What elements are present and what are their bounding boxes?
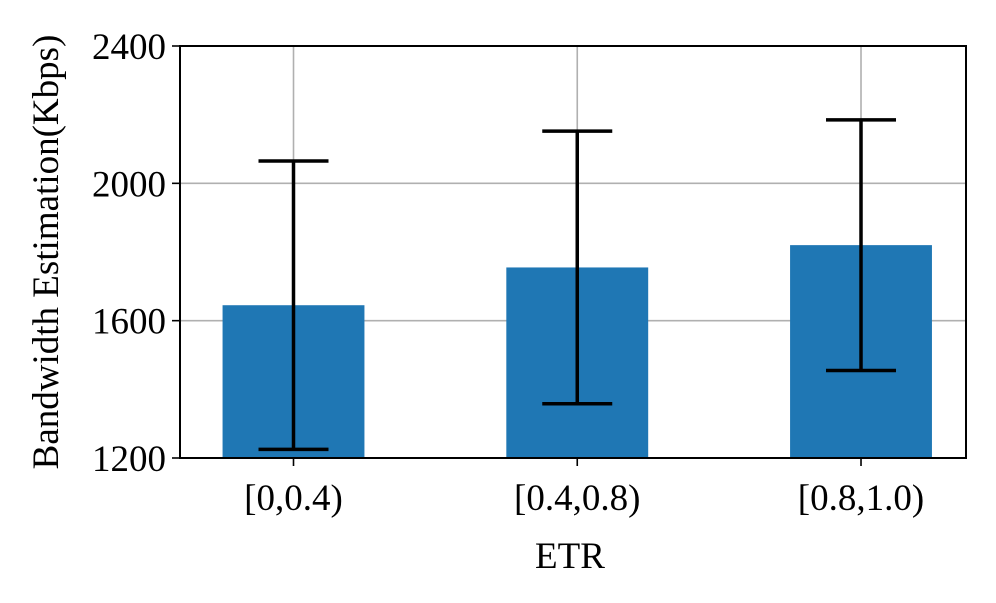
error-bar [258, 159, 329, 452]
x-axis-label: ETR [535, 536, 605, 577]
error-bar [826, 118, 897, 373]
y-tick-label: 2000 [92, 164, 166, 205]
x-tick-label: [0,0.4) [244, 478, 343, 519]
y-axis-label: Bandwidth Estimation(Kbps) [26, 35, 67, 470]
y-tick-label: 1200 [92, 439, 166, 480]
y-tick-label: 2400 [92, 27, 166, 68]
error-bar [542, 129, 613, 406]
x-tick-label: [0.4,0.8) [514, 478, 640, 519]
plot-frame [179, 45, 967, 459]
y-tick-label: 1600 [92, 302, 166, 343]
x-tick-label: [0.8,1.0) [798, 478, 924, 519]
